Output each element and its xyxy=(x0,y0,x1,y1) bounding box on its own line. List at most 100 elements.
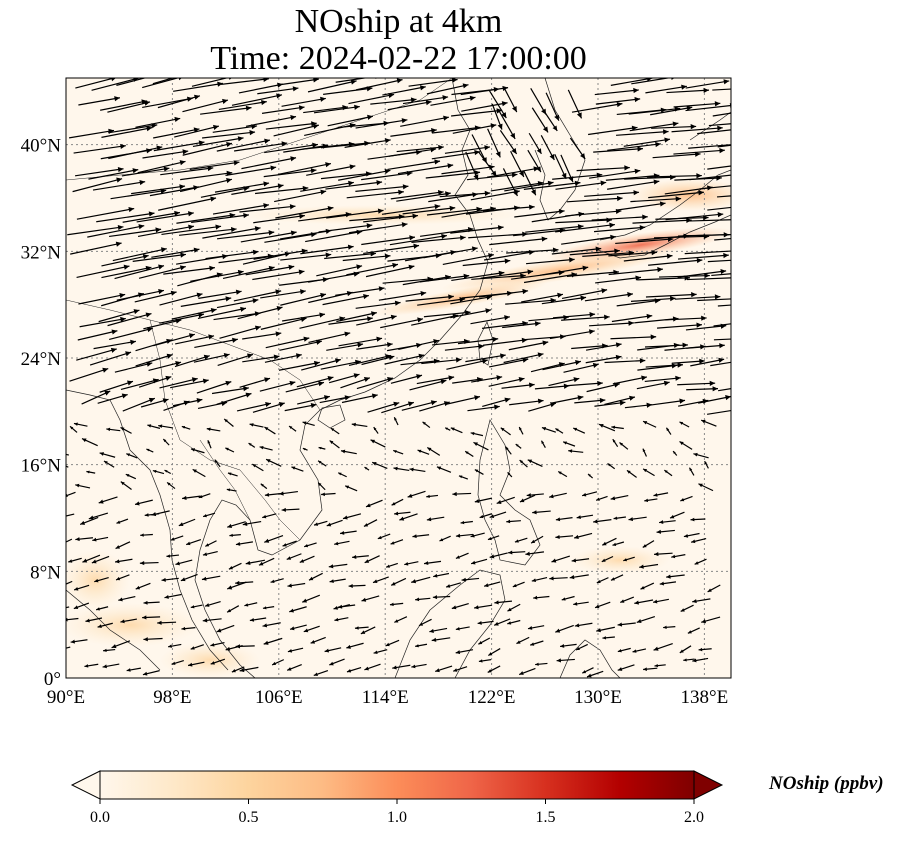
wind-arrow xyxy=(574,397,606,404)
wind-arrow xyxy=(286,663,302,671)
wind-arrow xyxy=(412,534,430,539)
wind-arrow xyxy=(189,160,240,170)
wind-arrow xyxy=(604,395,636,405)
wind-arrow xyxy=(114,558,133,564)
wind-arrow xyxy=(355,184,409,193)
wind-arrow xyxy=(639,563,659,569)
wind-arrow xyxy=(66,659,67,660)
wind-arrow xyxy=(326,208,384,219)
wind-arrow xyxy=(66,580,73,585)
wind-arrow xyxy=(591,214,648,221)
wind-arrow xyxy=(398,339,440,351)
wind-arrow xyxy=(356,342,393,350)
wind-arrow xyxy=(317,482,326,491)
wind-arrow xyxy=(551,246,602,255)
wind-arrow xyxy=(137,224,195,238)
wind-arrow xyxy=(616,129,669,136)
wind-arrow xyxy=(664,315,707,321)
wind-arrow xyxy=(363,519,378,527)
wind-arrow xyxy=(263,637,283,645)
wind-arrow xyxy=(335,286,385,296)
wind-arrow xyxy=(688,467,695,476)
wind-arrow xyxy=(116,288,165,301)
wind-arrow xyxy=(473,441,489,451)
wind-arrow xyxy=(673,148,725,155)
wind-arrow xyxy=(329,440,340,449)
wind-arrow xyxy=(81,390,111,405)
wind-arrow xyxy=(226,605,240,613)
wind-arrow xyxy=(361,235,416,246)
wind-arrow xyxy=(480,269,534,279)
wind-arrow xyxy=(382,85,426,96)
wind-arrow xyxy=(518,426,524,435)
wind-arrow xyxy=(393,449,404,455)
wind-arrow xyxy=(390,577,407,586)
wind-arrow xyxy=(249,423,264,428)
wind-arrow xyxy=(120,618,138,624)
wind-arrow xyxy=(665,211,724,221)
wind-arrow xyxy=(510,150,525,178)
wind-arrow xyxy=(217,353,254,366)
wind-arrow xyxy=(278,360,320,371)
wind-arrow xyxy=(93,339,136,350)
wind-arrow xyxy=(687,219,731,222)
wind-arrow xyxy=(390,374,423,384)
wind-arrow xyxy=(411,235,466,243)
wind-arrow xyxy=(712,88,731,91)
wind-arrow xyxy=(330,427,340,435)
wind-arrow xyxy=(648,190,704,199)
wind-arrow xyxy=(646,173,702,179)
wind-arrow xyxy=(642,468,655,477)
wind-arrow xyxy=(569,574,589,580)
wind-arrow xyxy=(671,125,723,133)
wind-arrow xyxy=(308,331,351,344)
wind-arrow xyxy=(318,446,326,450)
wind-arrow xyxy=(679,421,690,428)
wind-arrow xyxy=(360,626,376,635)
wind-arrow xyxy=(245,115,297,127)
wind-arrow xyxy=(501,382,535,389)
wind-arrow xyxy=(562,441,576,447)
wind-arrow xyxy=(455,626,470,631)
wind-arrow xyxy=(714,237,731,241)
wind-arrow xyxy=(164,593,182,599)
wind-arrow xyxy=(452,123,497,134)
wind-arrow xyxy=(645,84,687,94)
wind-arrow xyxy=(142,615,161,620)
wind-arrow xyxy=(474,604,493,610)
wind-arrow xyxy=(423,246,478,259)
wind-arrow xyxy=(139,560,159,566)
wind-arrow xyxy=(595,495,608,501)
wind-arrow xyxy=(264,142,318,154)
wind-arrow xyxy=(182,98,229,113)
wind-arrow xyxy=(466,172,518,181)
wind-arrow xyxy=(608,267,663,276)
wind-arrow xyxy=(76,347,117,361)
wind-arrow xyxy=(467,404,500,412)
wind-arrow xyxy=(596,626,615,633)
wind-arrow xyxy=(214,181,270,193)
wind-arrow xyxy=(470,532,485,538)
wind-arrow xyxy=(78,292,126,305)
wind-arrow xyxy=(321,492,336,497)
wind-arrow xyxy=(561,288,608,299)
wind-arrow xyxy=(125,473,137,480)
wind-arrow xyxy=(153,333,195,347)
wind-arrow xyxy=(103,648,116,653)
wind-arrow xyxy=(157,94,201,109)
wind-arrow xyxy=(233,141,288,152)
wind-arrow xyxy=(202,512,216,518)
wind-arrow xyxy=(628,516,647,522)
wind-arrow xyxy=(673,101,721,108)
wind-arrow xyxy=(686,234,731,237)
wind-arrow xyxy=(137,160,186,174)
wind-arrow xyxy=(642,420,657,428)
wind-arrow xyxy=(66,465,69,468)
wind-arrow xyxy=(612,438,619,448)
wind-arrow xyxy=(348,584,366,588)
wind-arrow xyxy=(75,78,117,89)
wind-arrow xyxy=(436,466,452,473)
wind-arrow xyxy=(336,311,377,323)
wind-arrow xyxy=(634,599,654,605)
wind-arrow xyxy=(355,78,403,91)
